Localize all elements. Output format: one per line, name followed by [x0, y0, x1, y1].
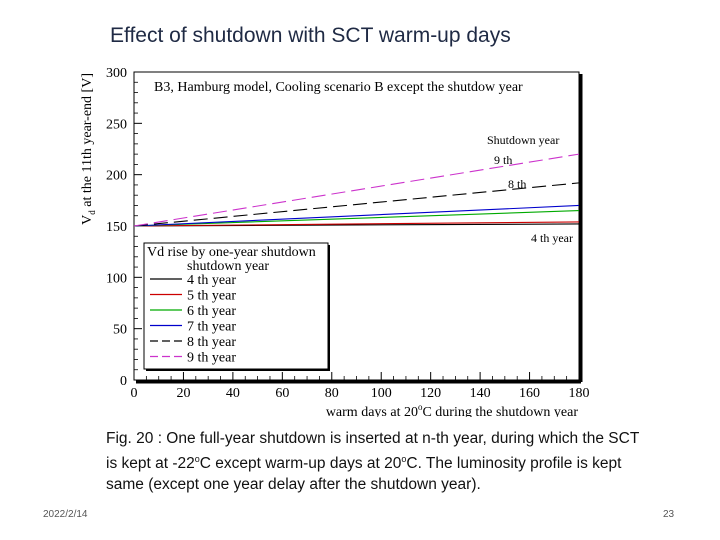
- x-axis-label-main: warm days at 20: [326, 405, 418, 417]
- y-axis-label-rest: at the 11th year-end [V]: [80, 73, 95, 210]
- x-tick-label: 180: [569, 386, 590, 401]
- footer-date: 2022/2/14: [43, 509, 88, 520]
- x-axis-label: warm days at 20oC during the shutdown ye…: [326, 402, 579, 417]
- caption-degree-1: o: [194, 454, 200, 464]
- inner-chart-title: B3, Hamburg model, Cooling scenario B ex…: [154, 80, 523, 95]
- series-line: [133, 210, 580, 227]
- legend-title-line1: Vd rise by one-year shutdown: [147, 245, 316, 260]
- y-tick-label: 250: [106, 117, 127, 132]
- caption-degree-2: o: [401, 454, 407, 464]
- figure-caption: Fig. 20 : One full-year shutdown is inse…: [106, 428, 646, 495]
- y-axis-label-sub: d: [87, 210, 97, 215]
- annotation-9th: 9 th: [494, 153, 512, 167]
- chart-container: 0 20 40 60 80 100 120 140 160 180 0 50 100 150 200 250 3…: [70, 62, 600, 420]
- x-tick-label: 160: [519, 386, 540, 401]
- x-axis-label-sup: o: [418, 402, 423, 412]
- x-tick-label: 100: [371, 386, 392, 401]
- page-number: 23: [663, 509, 675, 520]
- legend-box: [143, 242, 329, 370]
- y-tick-label: 50: [113, 323, 127, 338]
- legend-entry-label: 6 th year: [187, 304, 236, 319]
- legend-entry-label: 7 th year: [187, 320, 236, 335]
- x-tick-label: 20: [176, 386, 190, 401]
- x-tick-label: 80: [325, 386, 339, 401]
- y-axis-label: Vd at the 11th year-end [V]: [80, 73, 97, 225]
- y-tick-label: 0: [120, 374, 127, 389]
- x-tick-label: 0: [131, 386, 138, 401]
- x-tick-label: 60: [275, 386, 289, 401]
- series-line: [133, 204, 580, 227]
- annotation-shutdown-year: Shutdown year: [487, 133, 559, 147]
- caption-part3: C. The luminosity profile is kept same (…: [106, 455, 622, 494]
- y-tick-label: 300: [106, 66, 127, 81]
- y-axis-label-v: V: [80, 215, 95, 225]
- x-tick-label: 40: [226, 386, 240, 401]
- legend-title-line2: shutdown year: [187, 259, 269, 274]
- chart-svg: 0 20 40 60 80 100 120 140 160 180 0 50 100 150 200 250 3…: [80, 66, 590, 420]
- series-line: [133, 221, 580, 227]
- annotation-4th-year: 4 th year: [531, 231, 573, 245]
- series-line: [133, 153, 580, 227]
- legend-entry-label: 5 th year: [187, 289, 236, 304]
- caption-part2: C except warm-up days at 20: [199, 455, 402, 473]
- series-line: [133, 182, 580, 227]
- x-axis-label-rest: C during the shutdown year: [422, 405, 578, 417]
- y-tick-label: 200: [106, 169, 127, 184]
- y-tick-label: 100: [106, 271, 127, 286]
- slide-title: Effect of shutdown with SCT warm-up days: [110, 24, 511, 47]
- annotation-8th: 8 th: [508, 177, 526, 191]
- legend-entry-label: 4 th year: [187, 273, 236, 288]
- legend-entry-label: 8 th year: [187, 335, 236, 350]
- legend-entry-label: 9 th year: [187, 351, 236, 366]
- x-tick-label: 140: [470, 386, 491, 401]
- caption-part1: Fig. 20 : One full-year shutdown is inse…: [106, 430, 640, 473]
- y-tick-label: 150: [106, 220, 127, 235]
- x-tick-label: 120: [420, 386, 441, 401]
